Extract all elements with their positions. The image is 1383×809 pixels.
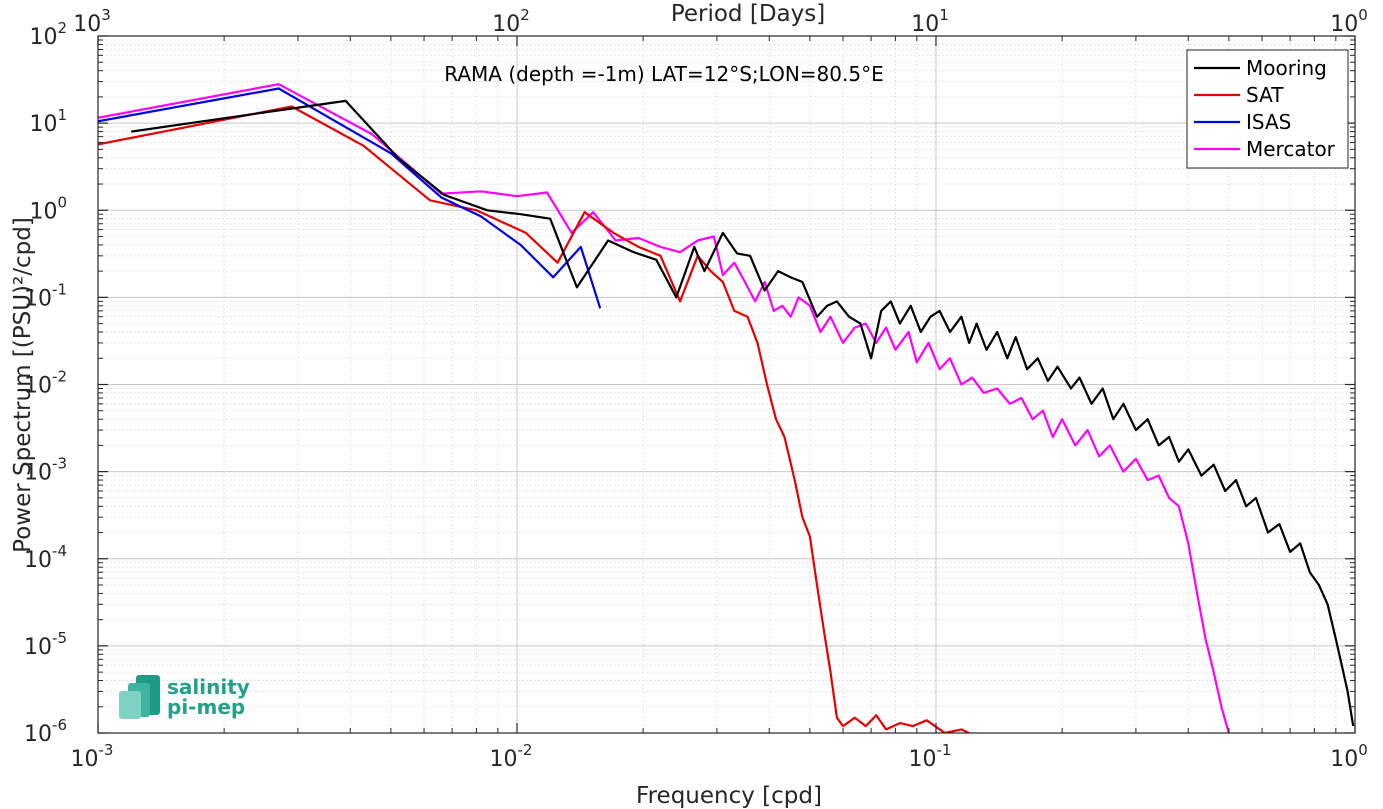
x-tick-exponent: -1 <box>937 741 952 759</box>
salinity-pi-mep-logo: salinity pi-mep <box>119 675 250 719</box>
top-x-axis-label: Period [Days] <box>671 1 825 27</box>
logo-text-line1: salinity <box>167 675 250 699</box>
legend-label-mercator: Mercator <box>1246 137 1336 161</box>
ticks-layer <box>97 35 1356 734</box>
y-tick-exponent: 1 <box>57 106 67 124</box>
chart-annotation: RAMA (depth =-1m) LAT=12°S;LON=80.5°E <box>444 62 883 86</box>
top-tick-label: 101 <box>911 6 949 37</box>
x-tick-exponent: -3 <box>99 741 114 759</box>
x-tick-exponent: -2 <box>518 741 533 759</box>
x-axis-label: Frequency [cpd] <box>636 783 822 809</box>
legend-label-sat: SAT <box>1246 83 1284 107</box>
legend-label-mooring: Mooring <box>1246 56 1327 80</box>
y-tick-exponent: -6 <box>52 716 67 734</box>
series-line-sat <box>98 105 972 733</box>
y-tick-exponent: -1 <box>52 280 67 298</box>
logo-mark <box>119 675 160 719</box>
legend-label-isas: ISAS <box>1246 110 1291 134</box>
y-tick-exponent: 2 <box>57 19 67 37</box>
y-tick-exponent: -2 <box>52 368 67 386</box>
series-line-mooring <box>131 99 1355 727</box>
y-tick-exponent: -5 <box>52 629 67 647</box>
y-tick-exponent: -3 <box>52 455 67 473</box>
series-layer <box>98 83 1355 733</box>
x-tick-exponent: 0 <box>1358 741 1368 759</box>
y-axis-label: Power Spectrum [(PSU)²/cpd] <box>10 217 36 553</box>
top-tick-exponent: 1 <box>939 6 949 24</box>
top-tick-exponent: 2 <box>520 6 530 24</box>
y-tick-label: 10-5 <box>24 629 67 660</box>
series-line-mercator <box>98 83 1230 733</box>
top-tick-exponent: 3 <box>101 6 111 24</box>
x-tick-label: 10-1 <box>909 741 952 772</box>
y-tick-exponent: 0 <box>57 193 67 211</box>
top-tick-exponent: 0 <box>1358 6 1368 24</box>
legend: Mooring SAT ISAS Mercator <box>1186 49 1349 169</box>
series-line-isas <box>98 87 602 309</box>
logo-text-line2: pi-mep <box>167 695 245 719</box>
y-tick-exponent: -4 <box>52 542 67 560</box>
